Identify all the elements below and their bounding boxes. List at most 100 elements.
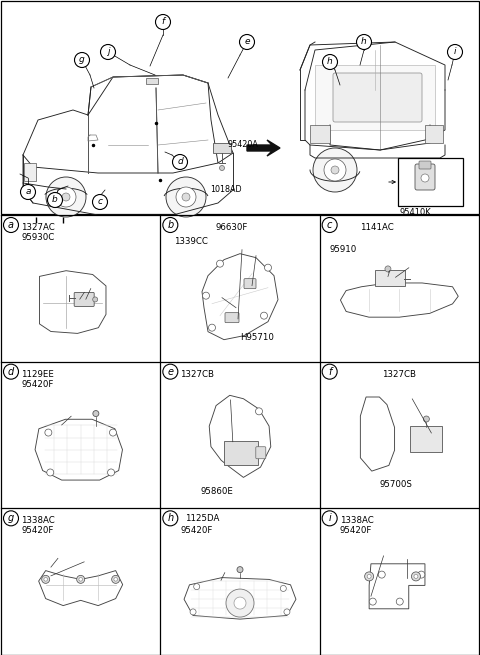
Text: 95420F: 95420F	[340, 527, 372, 535]
Text: 95420F: 95420F	[21, 527, 53, 535]
Text: g: g	[79, 56, 85, 64]
Text: h: h	[167, 514, 173, 523]
Text: a: a	[25, 187, 31, 196]
Circle shape	[77, 575, 84, 584]
Circle shape	[264, 264, 272, 271]
Text: 95420A: 95420A	[227, 140, 258, 149]
Text: 1327CB: 1327CB	[180, 369, 215, 379]
Text: 1339CC: 1339CC	[174, 237, 208, 246]
Circle shape	[385, 266, 391, 272]
Circle shape	[237, 567, 243, 572]
Text: h: h	[361, 37, 367, 47]
Text: e: e	[168, 367, 173, 377]
FancyBboxPatch shape	[224, 441, 258, 465]
Text: d: d	[8, 367, 14, 377]
Circle shape	[414, 574, 418, 578]
Text: e: e	[244, 37, 250, 47]
Text: 1327AC: 1327AC	[21, 223, 55, 232]
Circle shape	[163, 217, 178, 233]
Circle shape	[163, 364, 178, 379]
Circle shape	[313, 148, 357, 192]
FancyBboxPatch shape	[256, 447, 266, 458]
FancyBboxPatch shape	[419, 161, 431, 169]
Polygon shape	[39, 571, 123, 606]
Text: 1338AC: 1338AC	[340, 516, 373, 525]
Polygon shape	[360, 397, 395, 471]
Text: f: f	[161, 18, 165, 26]
Circle shape	[365, 572, 373, 581]
Text: 95700S: 95700S	[380, 479, 412, 489]
Text: c: c	[97, 198, 103, 206]
Circle shape	[240, 35, 254, 50]
Text: 95410K: 95410K	[400, 208, 432, 217]
Text: 1125DA: 1125DA	[185, 514, 220, 523]
Circle shape	[447, 45, 463, 60]
Polygon shape	[247, 140, 280, 156]
Text: 1327CB: 1327CB	[382, 369, 416, 379]
Text: 96630F: 96630F	[216, 223, 248, 232]
Circle shape	[357, 35, 372, 50]
Text: 95910: 95910	[330, 245, 357, 254]
Circle shape	[74, 52, 89, 67]
Circle shape	[322, 217, 337, 233]
Circle shape	[109, 429, 117, 436]
Bar	[146, 78, 158, 84]
FancyBboxPatch shape	[225, 312, 239, 323]
Circle shape	[100, 45, 116, 60]
Circle shape	[62, 193, 70, 201]
Circle shape	[45, 429, 52, 436]
Circle shape	[3, 511, 19, 526]
Text: b: b	[167, 220, 173, 230]
Circle shape	[44, 578, 48, 581]
Circle shape	[418, 571, 425, 578]
Bar	[1, 1, 479, 214]
Circle shape	[324, 159, 346, 181]
Text: H95710: H95710	[240, 333, 274, 342]
Polygon shape	[35, 419, 122, 480]
Circle shape	[21, 185, 36, 200]
Circle shape	[331, 166, 339, 174]
Circle shape	[176, 187, 196, 207]
Circle shape	[56, 187, 76, 207]
Text: j: j	[107, 48, 109, 56]
Circle shape	[203, 292, 209, 299]
Polygon shape	[369, 564, 425, 608]
FancyBboxPatch shape	[333, 73, 422, 122]
Circle shape	[194, 584, 200, 590]
FancyBboxPatch shape	[375, 270, 405, 286]
Circle shape	[421, 174, 429, 182]
Polygon shape	[202, 253, 278, 340]
Circle shape	[369, 598, 376, 605]
Polygon shape	[39, 271, 106, 333]
Text: 95420F: 95420F	[180, 527, 213, 535]
Bar	[310, 125, 330, 143]
Bar	[425, 125, 443, 143]
Bar	[24, 163, 36, 181]
Circle shape	[367, 574, 371, 578]
Circle shape	[411, 572, 420, 581]
Circle shape	[322, 511, 337, 526]
Circle shape	[208, 324, 216, 331]
Text: 95860E: 95860E	[200, 487, 233, 496]
Circle shape	[163, 511, 178, 526]
Circle shape	[423, 416, 430, 422]
Bar	[398, 158, 463, 206]
Text: 1018AD: 1018AD	[210, 185, 241, 194]
Text: 1129EE: 1129EE	[21, 369, 54, 379]
Polygon shape	[340, 283, 458, 317]
FancyBboxPatch shape	[415, 164, 435, 190]
Circle shape	[396, 598, 403, 605]
Circle shape	[42, 575, 49, 584]
Circle shape	[322, 364, 337, 379]
Polygon shape	[209, 396, 271, 477]
Text: i: i	[454, 48, 456, 56]
FancyBboxPatch shape	[74, 292, 94, 307]
Circle shape	[166, 177, 206, 217]
Text: d: d	[177, 157, 183, 166]
Circle shape	[378, 571, 385, 578]
Circle shape	[93, 195, 108, 210]
Circle shape	[234, 597, 246, 609]
FancyBboxPatch shape	[410, 426, 443, 452]
Circle shape	[219, 166, 225, 170]
Circle shape	[3, 217, 19, 233]
